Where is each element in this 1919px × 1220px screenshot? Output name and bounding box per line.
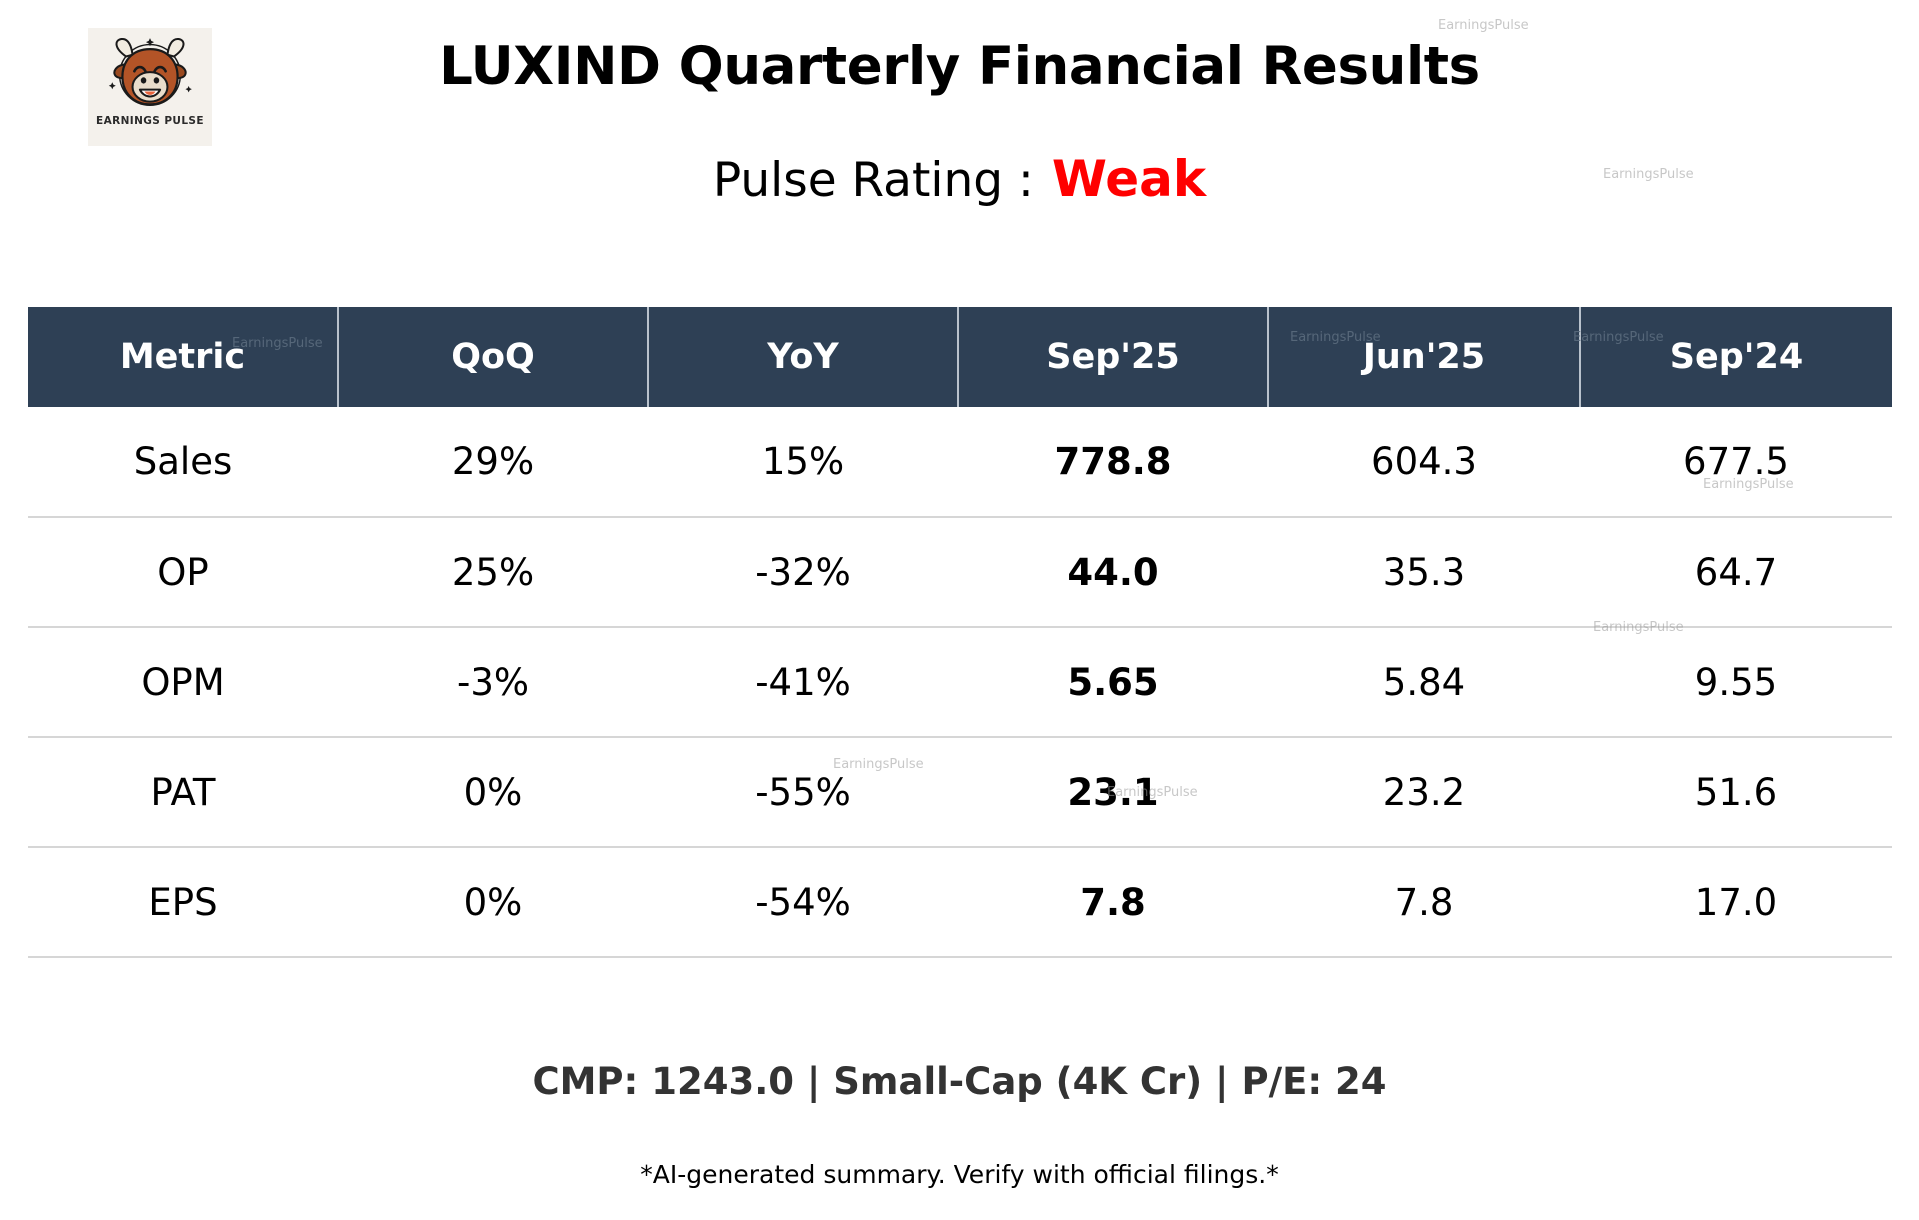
cell-yoy: -41% — [648, 627, 958, 738]
table-row: OP 25% -32% 44.0 35.3 64.7 — [28, 517, 1892, 628]
valuation-summary: CMP: 1243.0 | Small-Cap (4K Cr) | P/E: 2… — [532, 1060, 1387, 1103]
column-header-metric: Metric — [28, 307, 339, 407]
disclaimer-text: *AI-generated summary. Verify with offic… — [640, 1160, 1279, 1189]
cell-sep25: 44.0 — [958, 517, 1268, 628]
cell-metric: Sales — [28, 407, 338, 518]
cell-jun25: 5.84 — [1268, 627, 1580, 738]
cell-sep24: 17.0 — [1580, 847, 1892, 958]
cell-sep25: 7.8 — [958, 847, 1268, 958]
cell-sep24: 51.6 — [1580, 737, 1892, 848]
cell-yoy: -54% — [648, 847, 958, 958]
cell-jun25: 604.3 — [1268, 407, 1580, 518]
cell-jun25: 23.2 — [1268, 737, 1580, 848]
table-row: OPM -3% -41% 5.65 5.84 9.55 — [28, 627, 1892, 738]
column-header-sep25: Sep'25 — [958, 307, 1269, 407]
cell-qoq: -3% — [338, 627, 648, 738]
table-row: PAT 0% -55% 23.1 23.2 51.6 — [28, 737, 1892, 848]
cell-qoq: 29% — [338, 407, 648, 518]
cell-qoq: 0% — [338, 737, 648, 848]
cell-sep25: 5.65 — [958, 627, 1268, 738]
cell-sep25: 778.8 — [958, 407, 1268, 518]
cell-sep24: 677.5 — [1580, 407, 1892, 518]
cell-yoy: 15% — [648, 407, 958, 518]
cell-sep24: 64.7 — [1580, 517, 1892, 628]
pulse-rating-label: Pulse Rating : — [712, 153, 1034, 208]
financials-table: Metric QoQ YoY Sep'25 Jun'25 Sep'24 Sale… — [28, 307, 1892, 958]
cell-yoy: -55% — [648, 737, 958, 848]
bull-mascot-icon — [108, 38, 192, 107]
watermark-label: EarningsPulse — [1438, 18, 1529, 33]
column-header-qoq: QoQ — [338, 307, 649, 407]
cell-qoq: 25% — [338, 517, 648, 628]
column-header-jun25: Jun'25 — [1268, 307, 1581, 407]
cell-yoy: -32% — [648, 517, 958, 628]
brand-logo: EARNINGS PULSE — [88, 28, 212, 146]
pulse-rating-line: Pulse Rating : Weak — [0, 150, 1919, 208]
pulse-rating-value: Weak — [1051, 150, 1207, 208]
table-header-row: Metric QoQ YoY Sep'25 Jun'25 Sep'24 — [28, 307, 1892, 407]
cell-sep24: 9.55 — [1580, 627, 1892, 738]
column-header-yoy: YoY — [648, 307, 959, 407]
cell-metric: OP — [28, 517, 338, 628]
cell-metric: OPM — [28, 627, 338, 738]
financials-table-container: Metric QoQ YoY Sep'25 Jun'25 Sep'24 Sale… — [28, 307, 1892, 958]
column-header-sep24: Sep'24 — [1580, 307, 1892, 407]
cell-jun25: 35.3 — [1268, 517, 1580, 628]
table-row: EPS 0% -54% 7.8 7.8 17.0 — [28, 847, 1892, 958]
cell-qoq: 0% — [338, 847, 648, 958]
cell-jun25: 7.8 — [1268, 847, 1580, 958]
cell-metric: PAT — [28, 737, 338, 848]
table-row: Sales 29% 15% 778.8 604.3 677.5 — [28, 407, 1892, 518]
page-title: LUXIND Quarterly Financial Results — [439, 36, 1480, 97]
cell-metric: EPS — [28, 847, 338, 958]
logo-caption: EARNINGS PULSE — [96, 115, 204, 127]
cell-sep25: 23.1 — [958, 737, 1268, 848]
